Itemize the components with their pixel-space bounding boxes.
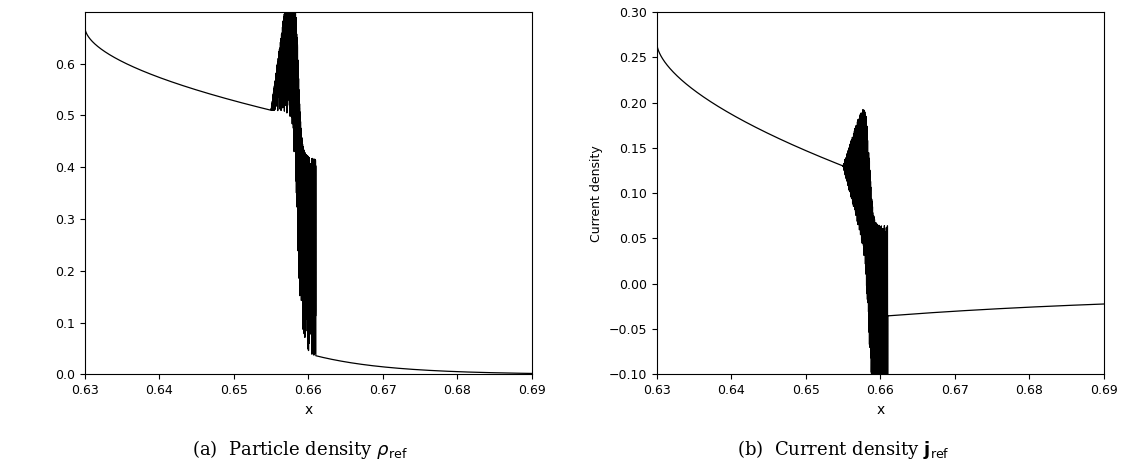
X-axis label: x: x — [305, 403, 312, 417]
Text: (a)  Particle density $\rho_\mathrm{ref}$: (a) Particle density $\rho_\mathrm{ref}$ — [192, 438, 408, 461]
X-axis label: x: x — [876, 403, 884, 417]
Text: (b)  Current density $\mathbf{j}_\mathrm{ref}$: (b) Current density $\mathbf{j}_\mathrm{… — [737, 438, 950, 461]
Y-axis label: Current density: Current density — [590, 145, 603, 242]
